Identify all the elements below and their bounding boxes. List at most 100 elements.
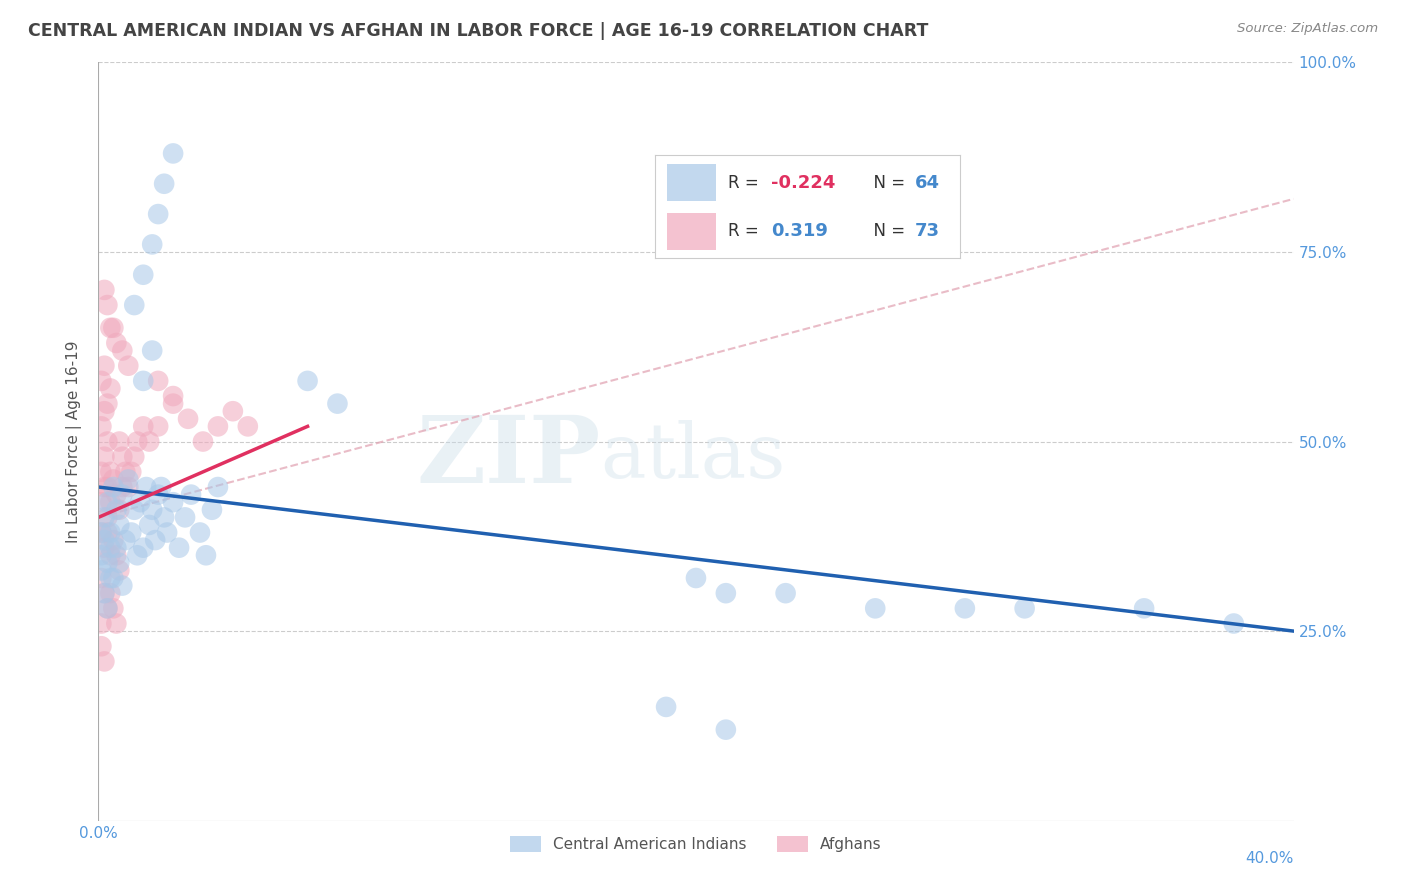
Point: [90, 548, 112, 563]
Point: [865, 601, 887, 615]
Point: [90, 564, 112, 578]
Point: [222, 404, 245, 418]
Point: [111, 343, 134, 358]
Point: [105, 548, 128, 563]
Point: [93, 586, 115, 600]
Point: [135, 480, 157, 494]
Point: [108, 517, 131, 532]
Point: [162, 396, 184, 410]
Text: 64: 64: [914, 174, 939, 192]
Point: [90, 495, 112, 509]
Point: [180, 487, 202, 501]
Point: [207, 480, 229, 494]
Point: [90, 571, 112, 585]
Point: [98, 571, 122, 585]
Point: [132, 419, 155, 434]
Text: CENTRAL AMERICAN INDIAN VS AFGHAN IN LABOR FORCE | AGE 16-19 CORRELATION CHART: CENTRAL AMERICAN INDIAN VS AFGHAN IN LAB…: [28, 22, 928, 40]
Point: [297, 374, 319, 388]
Text: N =: N =: [863, 222, 910, 240]
Point: [98, 320, 122, 334]
Point: [93, 655, 115, 669]
Point: [138, 434, 160, 449]
Point: [108, 503, 131, 517]
Point: [90, 525, 112, 540]
Point: [111, 579, 134, 593]
Text: R =: R =: [728, 222, 769, 240]
Point: [111, 450, 134, 464]
Point: [162, 389, 184, 403]
Point: [117, 359, 139, 373]
Point: [103, 533, 125, 548]
Text: atlas: atlas: [600, 420, 786, 493]
Point: [714, 723, 737, 737]
Point: [120, 525, 142, 540]
Point: [114, 533, 136, 548]
Point: [143, 533, 166, 548]
Point: [98, 541, 122, 555]
Y-axis label: In Labor Force | Age 16-19: In Labor Force | Age 16-19: [66, 340, 83, 543]
Point: [93, 510, 115, 524]
Point: [98, 586, 122, 600]
Point: [103, 601, 125, 615]
Point: [153, 510, 176, 524]
Text: Source: ZipAtlas.com: Source: ZipAtlas.com: [1237, 22, 1378, 36]
Point: [124, 503, 146, 517]
Point: [96, 510, 118, 524]
Point: [132, 268, 155, 282]
Point: [156, 525, 179, 540]
Point: [103, 480, 125, 494]
Text: N =: N =: [863, 174, 910, 192]
Point: [236, 419, 259, 434]
Point: [191, 434, 214, 449]
Point: [201, 503, 224, 517]
Point: [120, 465, 142, 479]
Point: [195, 548, 218, 563]
Point: [127, 434, 149, 449]
Point: [96, 525, 118, 540]
Point: [153, 177, 176, 191]
Point: [141, 343, 163, 358]
Point: [150, 480, 173, 494]
Point: [90, 419, 112, 434]
Point: [207, 419, 229, 434]
Point: [105, 541, 128, 555]
Point: [96, 601, 118, 615]
Point: [117, 473, 139, 487]
Point: [138, 517, 160, 532]
Point: [714, 586, 737, 600]
Text: R =: R =: [728, 174, 765, 192]
Point: [90, 525, 112, 540]
Point: [93, 541, 115, 555]
Point: [105, 503, 128, 517]
Point: [1133, 601, 1156, 615]
Point: [98, 495, 122, 509]
Point: [93, 533, 115, 548]
Point: [108, 556, 131, 570]
Point: [141, 503, 163, 517]
Point: [117, 480, 139, 494]
Text: -0.224: -0.224: [770, 174, 835, 192]
Point: [148, 419, 170, 434]
Point: [90, 374, 112, 388]
Text: 40.0%: 40.0%: [1246, 851, 1294, 866]
Point: [93, 450, 115, 464]
Point: [98, 548, 122, 563]
Point: [96, 480, 118, 494]
Point: [655, 699, 678, 714]
Legend: Central American Indians, Afghans: Central American Indians, Afghans: [505, 830, 887, 858]
Point: [111, 487, 134, 501]
Point: [105, 616, 128, 631]
Point: [148, 207, 170, 221]
Point: [108, 434, 131, 449]
Point: [96, 495, 118, 509]
Point: [98, 382, 122, 396]
Point: [105, 335, 128, 350]
Point: [98, 525, 122, 540]
Point: [953, 601, 976, 615]
Point: [90, 639, 112, 653]
Point: [1223, 616, 1246, 631]
Text: ZIP: ZIP: [416, 412, 600, 501]
Point: [188, 525, 211, 540]
Point: [162, 146, 184, 161]
Point: [775, 586, 797, 600]
